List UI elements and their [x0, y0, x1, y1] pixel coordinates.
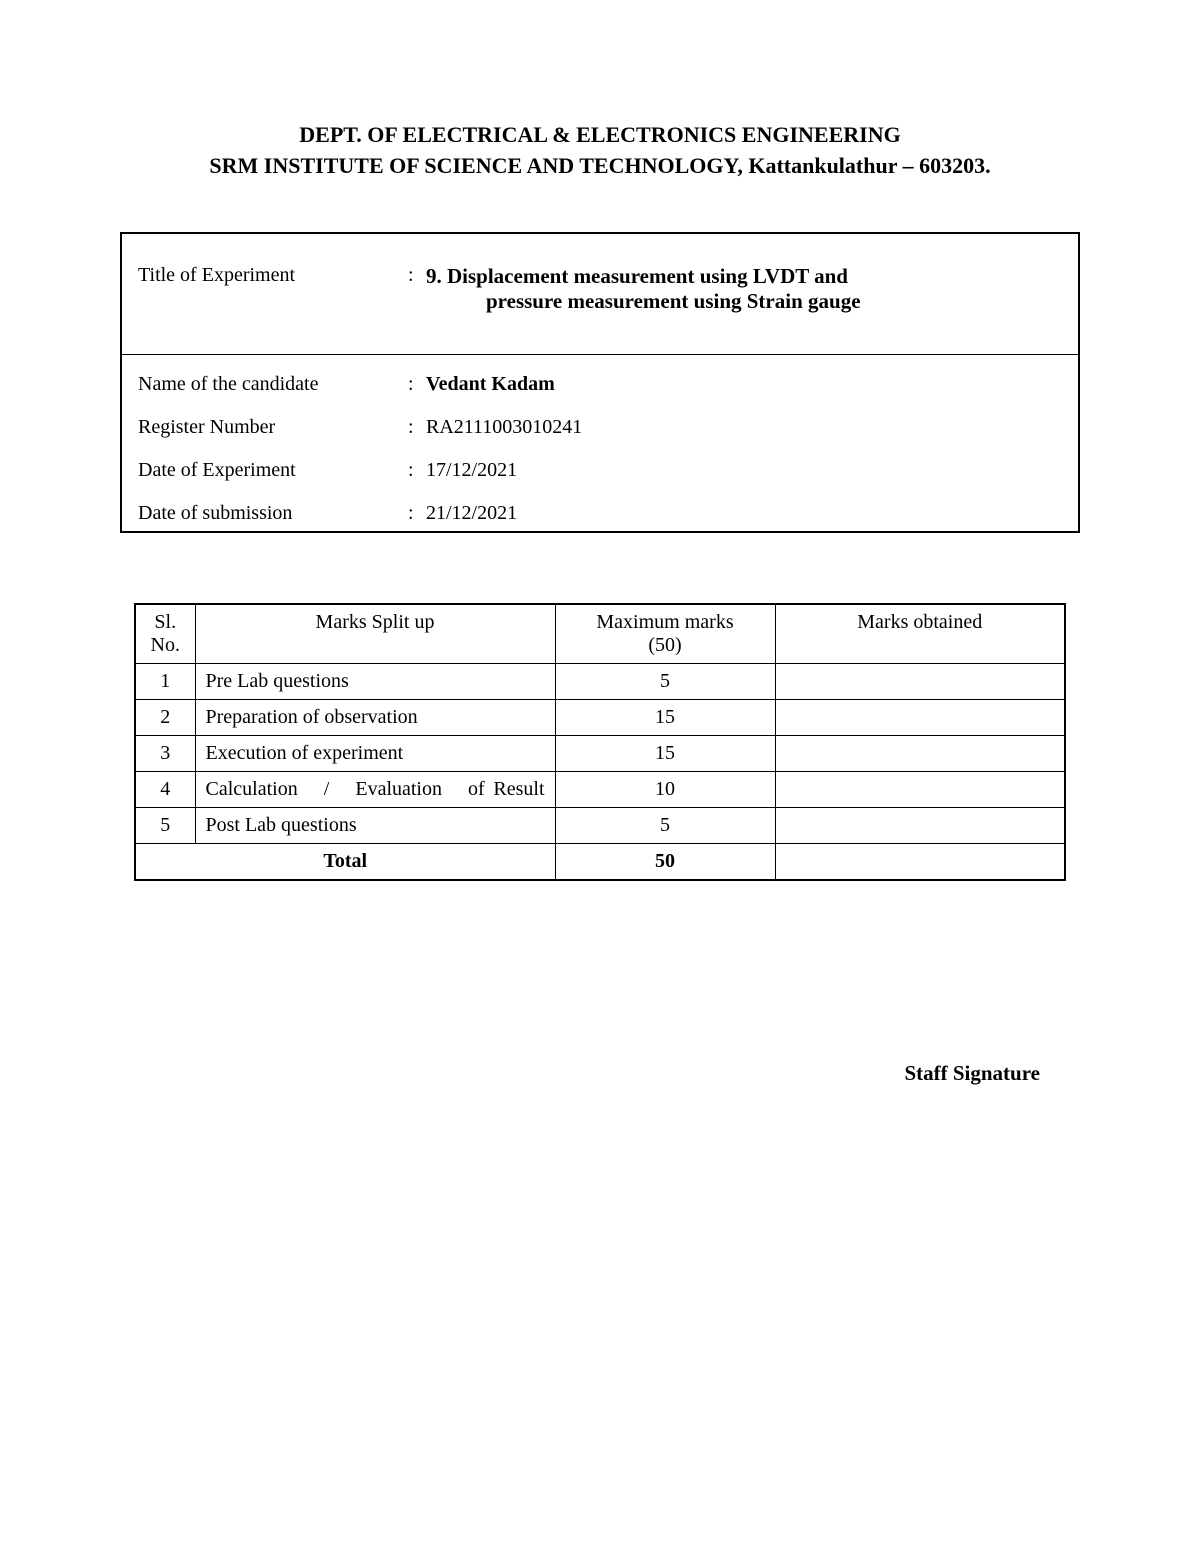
header-line-2: SRM INSTITUTE OF SCIENCE AND TECHNOLOGY,…: [120, 151, 1080, 182]
marks-table: Sl. No. Marks Split up Maximum marks (50…: [134, 603, 1066, 881]
info-label: Register Number: [138, 416, 408, 439]
colon: :: [408, 459, 426, 482]
title-label: Title of Experiment: [138, 264, 408, 314]
info-row-candidate: Name of the candidate : Vedant Kadam: [122, 363, 1078, 406]
info-row-exp-date: Date of Experiment : 17/12/2021: [122, 449, 1078, 492]
cell-sl: 4: [135, 771, 195, 807]
experiment-title-row: Title of Experiment : 9. Displacement me…: [122, 234, 1078, 355]
info-value: RA2111003010241: [426, 416, 1062, 439]
table-total-row: Total 50: [135, 843, 1065, 880]
marks-header-row: Sl. No. Marks Split up Maximum marks (50…: [135, 604, 1065, 664]
cell-max: 15: [555, 735, 775, 771]
cell-sl: 3: [135, 735, 195, 771]
cell-max: 15: [555, 699, 775, 735]
header-line-1: DEPT. OF ELECTRICAL & ELECTRONICS ENGINE…: [120, 120, 1080, 151]
title-value-line1: 9. Displacement measurement using LVDT a…: [426, 264, 848, 288]
cell-split: Post Lab questions: [195, 807, 555, 843]
cell-obtained: [775, 699, 1065, 735]
total-label: Total: [135, 843, 555, 880]
page-header: DEPT. OF ELECTRICAL & ELECTRONICS ENGINE…: [120, 120, 1080, 182]
cell-max: 10: [555, 771, 775, 807]
cell-split: Calculation / Evaluation of Result: [195, 771, 555, 807]
total-max: 50: [555, 843, 775, 880]
max-header-line2: (50): [648, 634, 681, 656]
info-label: Name of the candidate: [138, 373, 408, 396]
info-label: Date of submission: [138, 502, 408, 525]
cell-max: 5: [555, 663, 775, 699]
info-value: Vedant Kadam: [426, 373, 1062, 396]
colon: :: [408, 373, 426, 396]
marks-tbody: 1 Pre Lab questions 5 2 Preparation of o…: [135, 663, 1065, 880]
title-value-line2: pressure measurement using Strain gauge: [426, 289, 861, 313]
cell-obtained: [775, 663, 1065, 699]
cell-obtained: [775, 807, 1065, 843]
cell-obtained: [775, 771, 1065, 807]
total-obtained: [775, 843, 1065, 880]
colon: :: [408, 264, 426, 314]
colon: :: [408, 502, 426, 525]
cell-sl: 5: [135, 807, 195, 843]
colon: :: [408, 416, 426, 439]
marks-table-wrap: Sl. No. Marks Split up Maximum marks (50…: [120, 603, 1080, 881]
experiment-info-box: Title of Experiment : 9. Displacement me…: [120, 232, 1080, 533]
staff-signature: Staff Signature: [120, 1061, 1080, 1086]
col-split-header: Marks Split up: [195, 604, 555, 664]
info-value: 21/12/2021: [426, 502, 1062, 525]
cell-split: Preparation of observation: [195, 699, 555, 735]
title-value: 9. Displacement measurement using LVDT a…: [426, 264, 1062, 314]
cell-sl: 2: [135, 699, 195, 735]
info-value: 17/12/2021: [426, 459, 1062, 482]
info-body: Name of the candidate : Vedant Kadam Reg…: [122, 355, 1078, 531]
cell-split: Execution of experiment: [195, 735, 555, 771]
page: DEPT. OF ELECTRICAL & ELECTRONICS ENGINE…: [0, 0, 1200, 1086]
col-max-header: Maximum marks (50): [555, 604, 775, 664]
col-sl-header: Sl. No.: [135, 604, 195, 664]
table-row: 5 Post Lab questions 5: [135, 807, 1065, 843]
cell-split-text: Calculation / Evaluation of Result: [206, 778, 545, 800]
cell-sl: 1: [135, 663, 195, 699]
table-row: 2 Preparation of observation 15: [135, 699, 1065, 735]
table-row: 3 Execution of experiment 15: [135, 735, 1065, 771]
cell-split: Pre Lab questions: [195, 663, 555, 699]
info-label: Date of Experiment: [138, 459, 408, 482]
max-header-line1: Maximum marks: [596, 611, 733, 633]
table-row: 1 Pre Lab questions 5: [135, 663, 1065, 699]
col-obtained-header: Marks obtained: [775, 604, 1065, 664]
cell-obtained: [775, 735, 1065, 771]
info-row-sub-date: Date of submission : 21/12/2021: [122, 492, 1078, 531]
table-row: 4 Calculation / Evaluation of Result 10: [135, 771, 1065, 807]
info-row-register: Register Number : RA2111003010241: [122, 406, 1078, 449]
cell-max: 5: [555, 807, 775, 843]
